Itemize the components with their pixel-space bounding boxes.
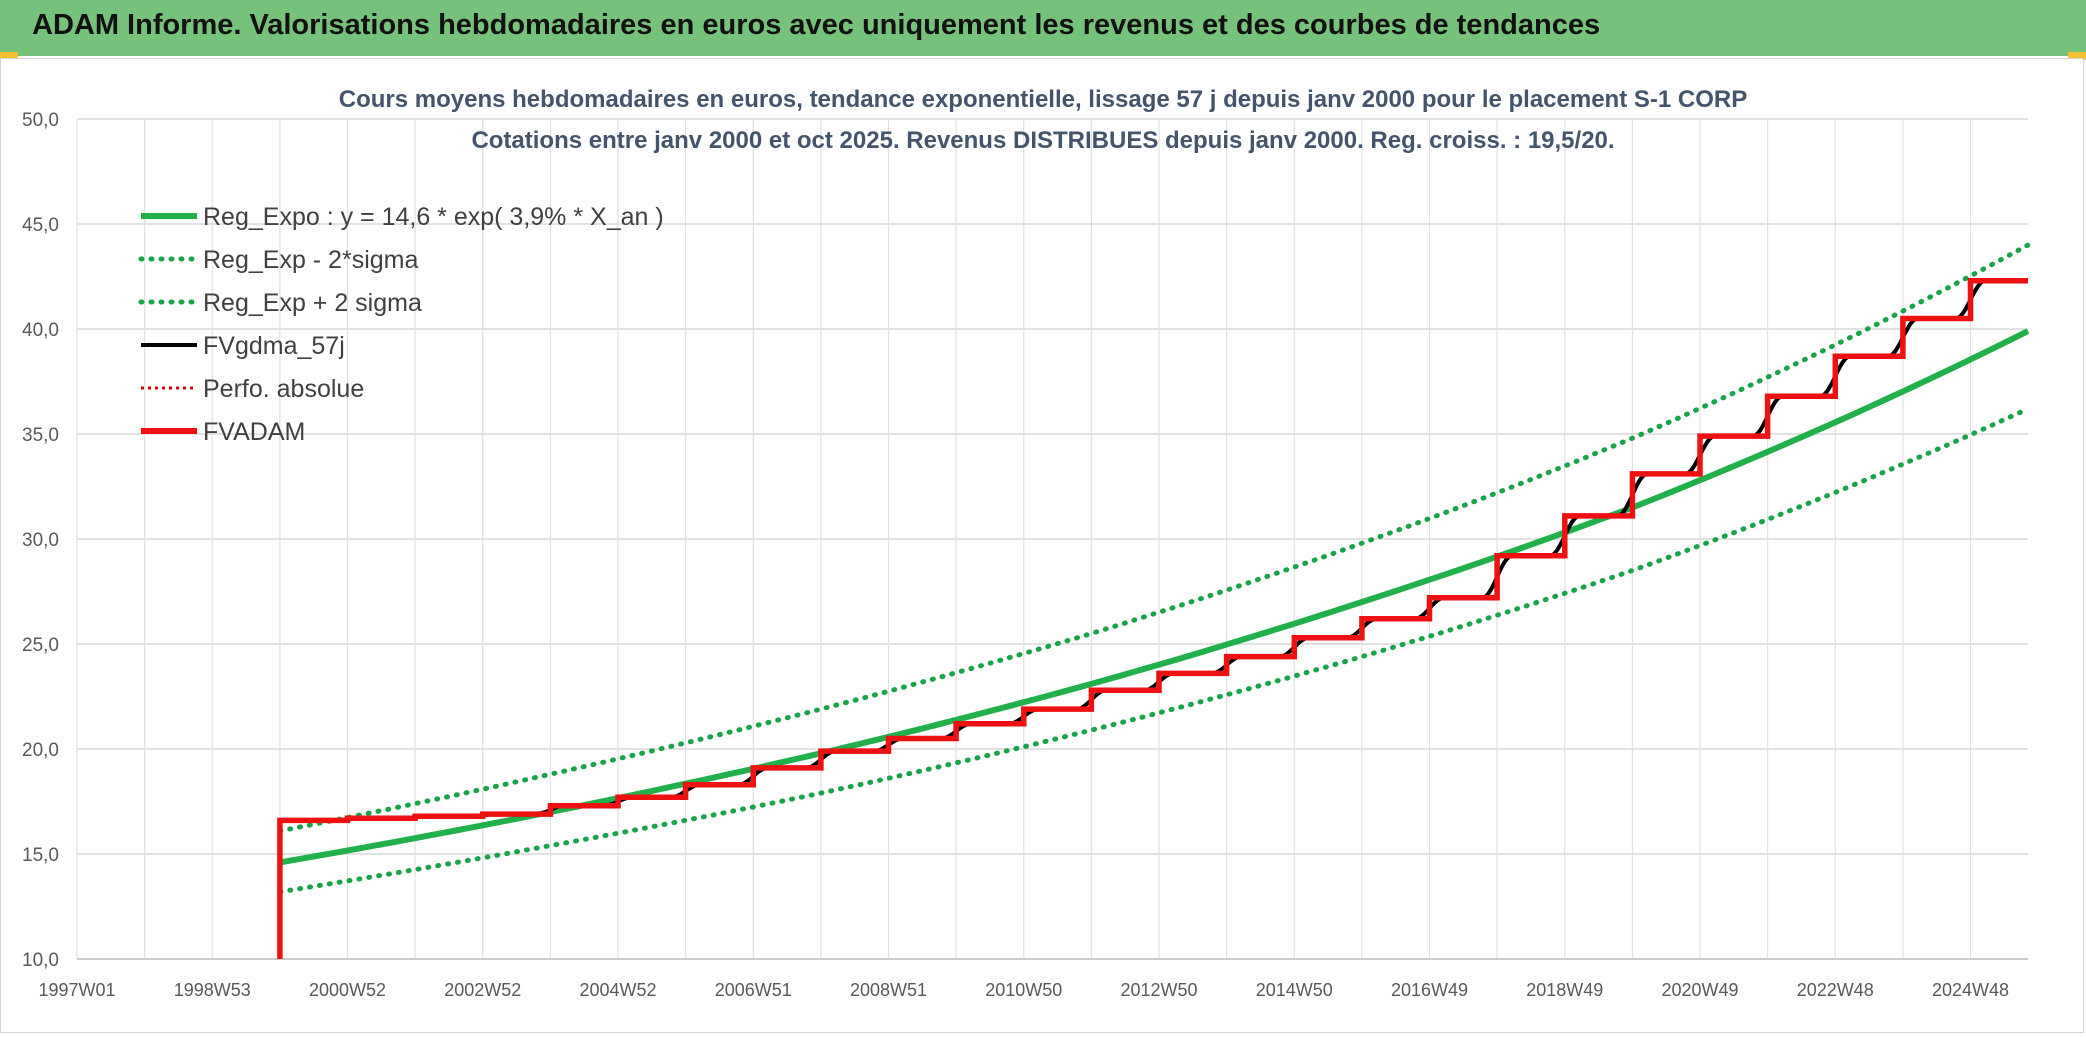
y-tick-label: 25,0 [22, 635, 59, 656]
legend-label: FVADAM [203, 418, 305, 446]
x-tick-label: 2000W52 [309, 980, 386, 1000]
y-tick-label: 45,0 [22, 215, 59, 236]
x-axis-ticks: 1997W01 1998W53 2000W52 2002W52 2004W52 2006W… [38, 980, 2009, 1000]
chart-grid [76, 118, 2028, 960]
series-reg-exp-minus-2sigma [277, 406, 2031, 895]
chart-series [277, 242, 2031, 959]
y-tick-label: 30,0 [22, 530, 59, 551]
chart-frame: Cours moyens hebdomadaires en euros, ten… [0, 58, 2084, 1033]
y-tick-label: 10,0 [22, 950, 59, 971]
x-tick-label: 1997W01 [38, 980, 115, 1000]
legend-label: Reg_Exp - 2*sigma [203, 246, 418, 274]
x-tick-label: 2024W48 [1932, 980, 2009, 1000]
legend-label: FVgdma_57j [203, 332, 345, 360]
x-tick-label: 2022W48 [1797, 980, 1874, 1000]
x-tick-label: 1998W53 [174, 980, 251, 1000]
y-tick-label: 40,0 [22, 320, 59, 341]
series-reg-exp-plus-2sigma [277, 242, 2031, 834]
series-fvadam [277, 277, 2028, 959]
legend-label: Reg_Expo : y = 14,6 * exp( 3,9% * X_an ) [203, 203, 664, 231]
corner-marker-left [0, 52, 18, 60]
report-header: ADAM Informe. Valorisations hebdomadaire… [0, 0, 2086, 56]
y-tick-label: 50,0 [22, 110, 59, 131]
x-tick-label: 2018W49 [1526, 980, 1603, 1000]
x-tick-label: 2006W51 [715, 980, 792, 1000]
x-tick-label: 2008W51 [850, 980, 927, 1000]
chart-title-line2: Cotations entre janv 2000 et oct 2025. R… [471, 127, 1614, 154]
x-tick-label: 2010W50 [985, 980, 1062, 1000]
series-fvgdma-57j [279, 278, 2028, 823]
x-tick-label: 2002W52 [444, 980, 521, 1000]
x-tick-label: 2014W50 [1256, 980, 1333, 1000]
x-tick-label: 2012W50 [1120, 980, 1197, 1000]
x-tick-label: 2020W49 [1661, 980, 1738, 1000]
chart-svg: Cours moyens hebdomadaires en euros, ten… [22, 86, 2031, 1000]
chart-title-line1: Cours moyens hebdomadaires en euros, ten… [339, 86, 1747, 113]
x-tick-label: 2016W49 [1391, 980, 1468, 1000]
y-tick-label: 15,0 [22, 845, 59, 866]
y-tick-label: 20,0 [22, 740, 59, 761]
legend-label: Perfo. absolue [203, 375, 364, 403]
report-title: ADAM Informe. Valorisations hebdomadaire… [32, 9, 1601, 41]
corner-marker-right [2068, 52, 2086, 60]
x-tick-label: 2004W52 [579, 980, 656, 1000]
y-axis-ticks: 10,0 15,0 20,0 25,0 30,0 35,0 40,0 45,0 50,0 [22, 110, 59, 971]
chart-legend: Reg_Expo : y = 14,6 * exp( 3,9% * X_an )… [138, 203, 664, 446]
legend-label: Reg_Exp + 2 sigma [203, 289, 422, 317]
y-tick-label: 35,0 [22, 425, 59, 446]
